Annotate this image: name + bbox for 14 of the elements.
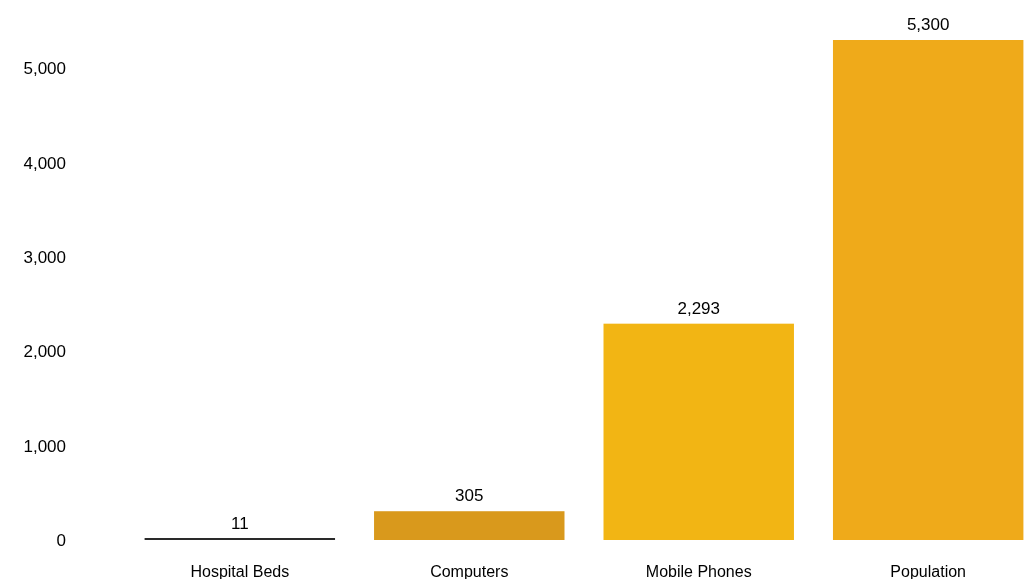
y-tick-label: 4,000: [23, 153, 66, 173]
y-tick-label: 5,000: [23, 59, 66, 79]
data-label: 305: [455, 486, 484, 506]
data-label: 2,293: [677, 298, 720, 318]
y-tick-label: 3,000: [23, 247, 66, 267]
bar: [374, 511, 565, 540]
y-tick-label: 2,000: [23, 342, 66, 362]
data-label: 11: [230, 513, 249, 533]
bar: [603, 323, 794, 540]
bar: [832, 40, 1024, 540]
y-tick-label: 0: [56, 530, 66, 550]
y-tick-label: 1,000: [23, 436, 66, 456]
data-label: 5,300: [906, 15, 950, 34]
x-tick-label: Mobile Phones: [645, 563, 752, 579]
